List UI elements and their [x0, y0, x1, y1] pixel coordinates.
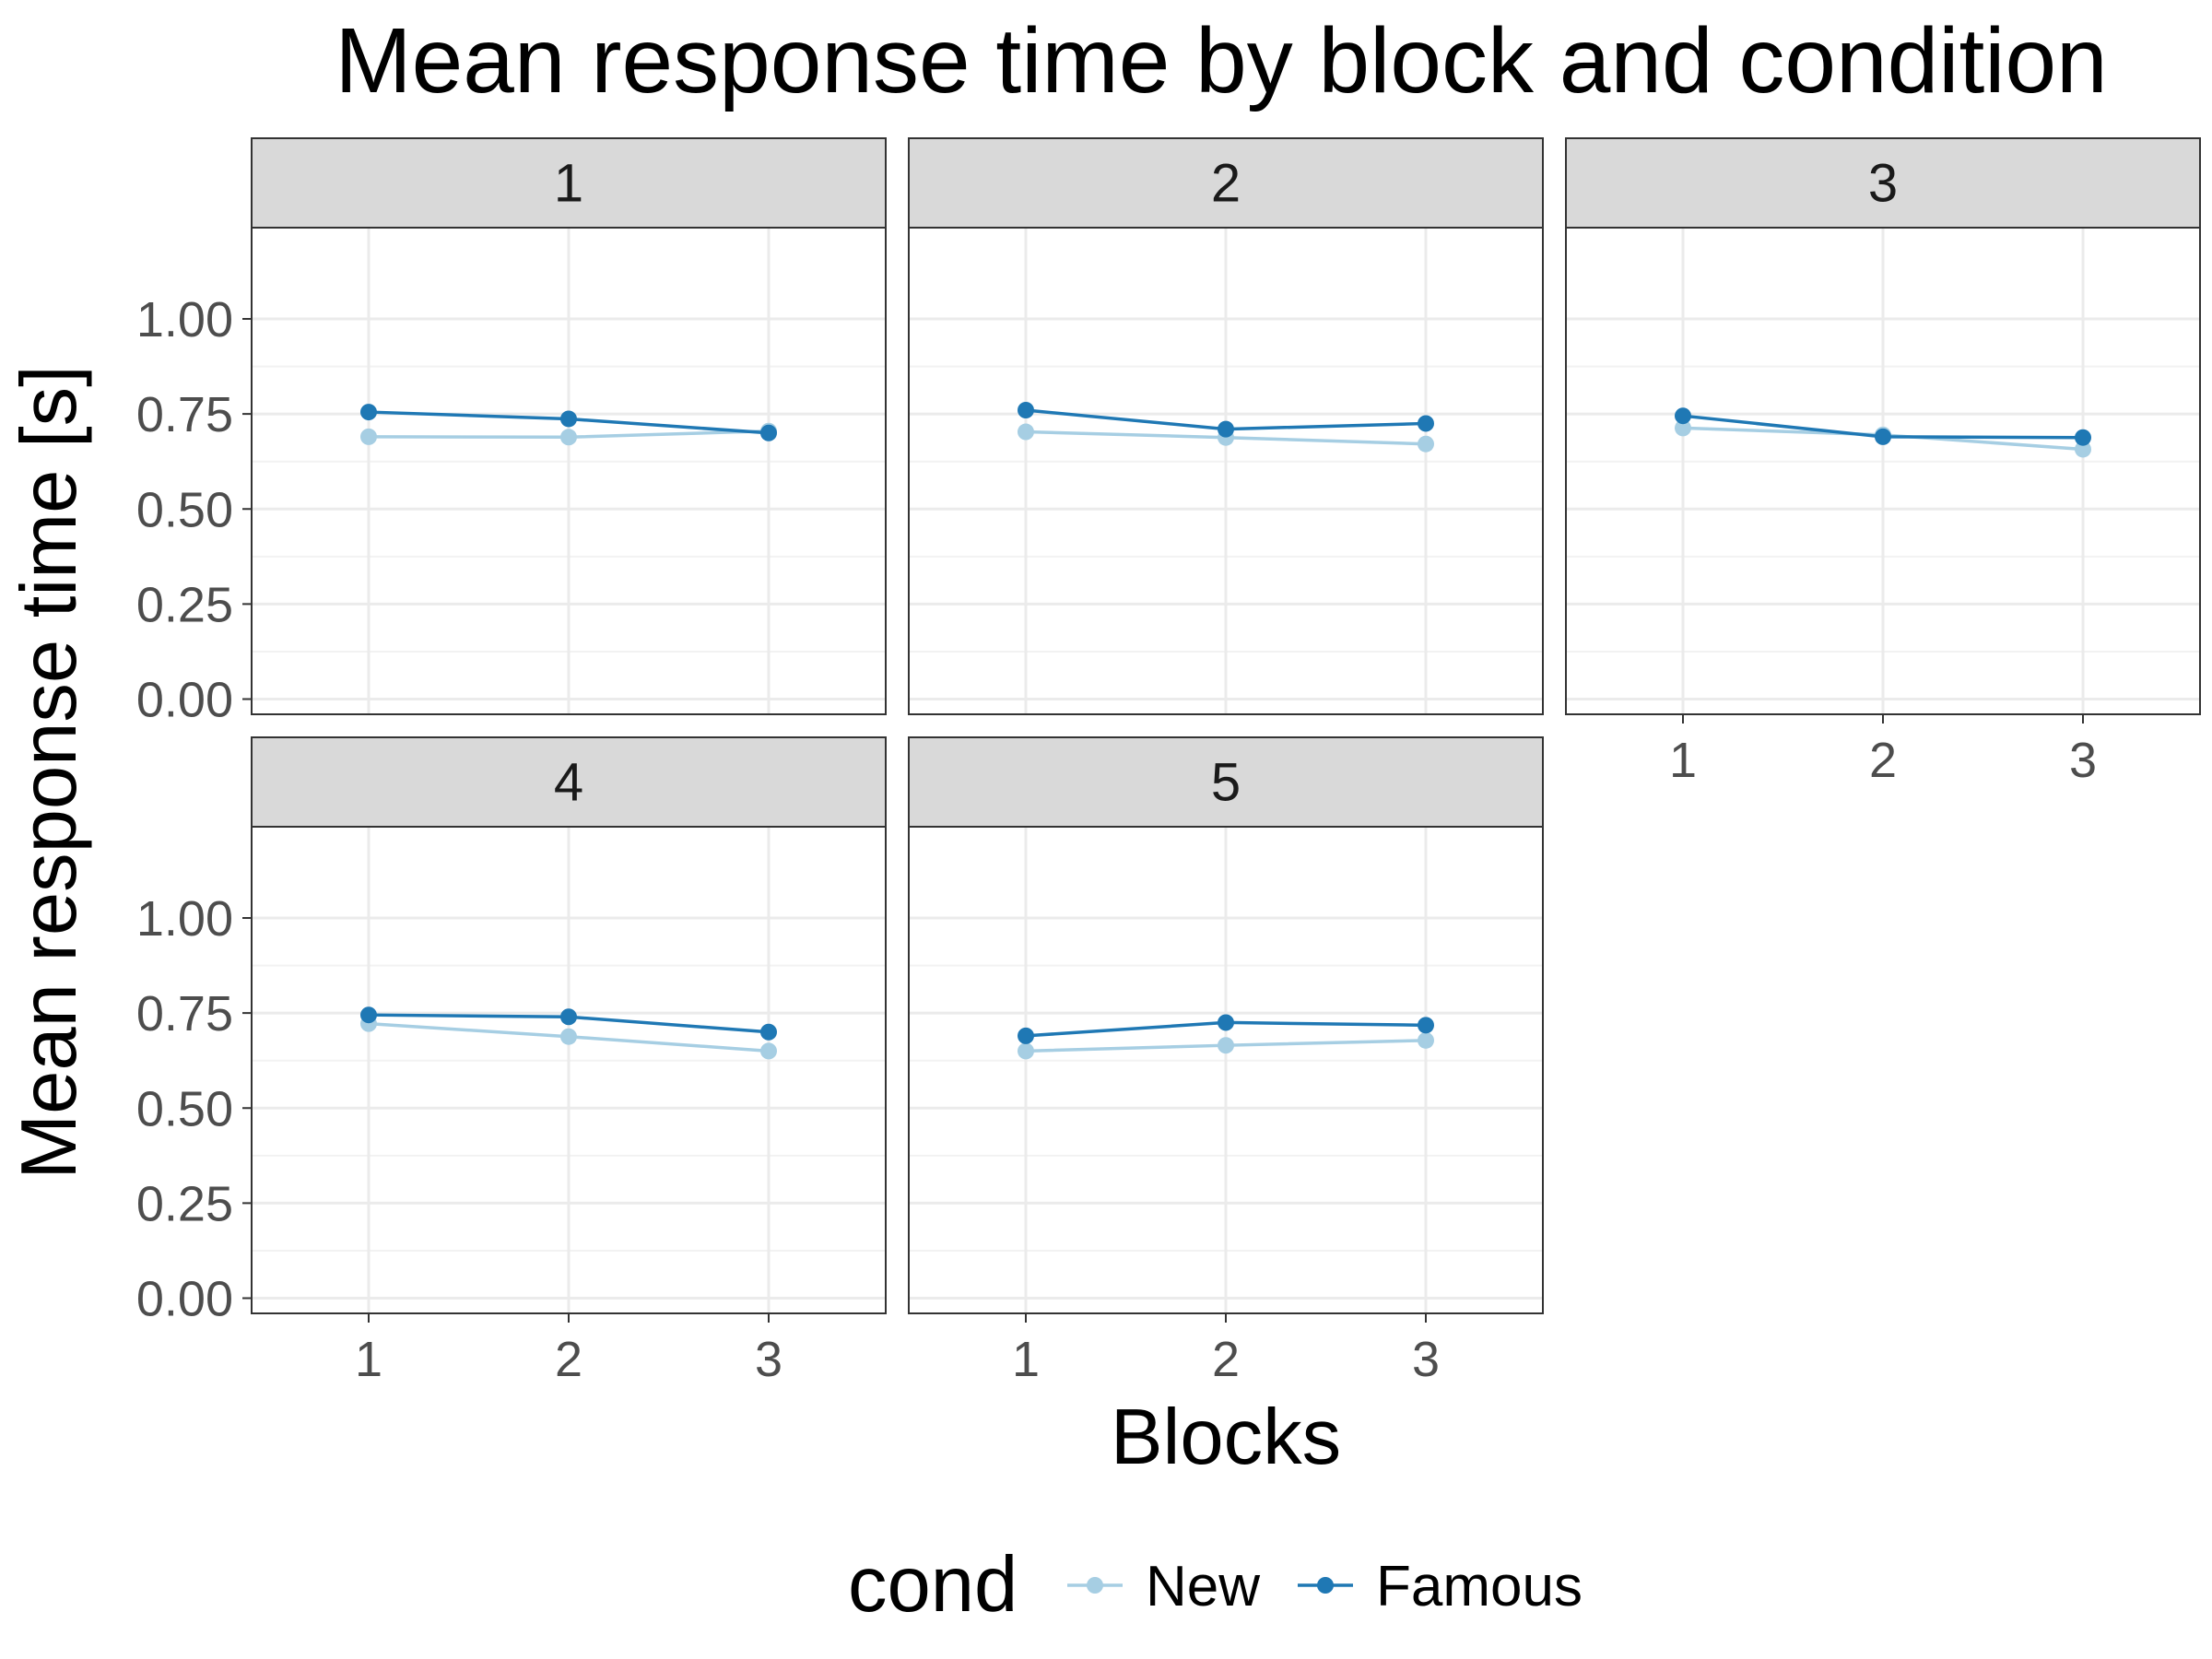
facet-panel-2: 2 [908, 137, 1544, 715]
facet-strip-label: 4 [554, 753, 583, 813]
chart-title: Mean response time by block and conditio… [335, 9, 2107, 112]
facet-strip-label: 1 [554, 154, 583, 214]
y-tick-label: 0.50 [136, 1081, 233, 1136]
y-tick-label: 1.00 [136, 891, 233, 947]
data-point-famous [360, 404, 377, 421]
legend-entry-famous: Famous [1298, 1555, 1583, 1618]
y-tick-label: 0.75 [136, 387, 233, 442]
data-point-new [760, 1042, 777, 1060]
data-point-famous [560, 410, 577, 428]
facet-strip [908, 137, 1544, 229]
x-tick-label: 2 [555, 1332, 582, 1387]
facet-panel-1: 1 0.00 0.25 0.50 0.75 1.00 [136, 137, 887, 728]
y-tick-label: 1.00 [136, 292, 233, 347]
x-tick-label: 3 [755, 1332, 782, 1387]
x-tick-label: 1 [1012, 1332, 1040, 1387]
x-tick-label: 2 [1212, 1332, 1240, 1387]
data-point-new [560, 429, 577, 446]
data-point-famous [360, 1006, 377, 1024]
data-point-new [360, 428, 377, 445]
legend-entry-new: New [1067, 1555, 1260, 1618]
y-tick-label: 0.00 [136, 673, 233, 728]
data-point-famous [1418, 1017, 1434, 1034]
data-point-new [1418, 1031, 1434, 1049]
data-point-famous [1018, 402, 1034, 418]
facet-strip [908, 736, 1544, 828]
data-point-famous [760, 424, 777, 441]
data-point-new [1418, 435, 1434, 453]
facet-panel-4: 4 0.00 0.25 0.50 0.75 1.00 1 2 3 [136, 736, 887, 1387]
legend-label: New [1146, 1555, 1260, 1618]
y-tick-label: 0.25 [136, 577, 233, 632]
x-tick-label: 1 [1669, 733, 1697, 788]
facet-strip [1565, 137, 2201, 229]
data-point-famous [1875, 428, 1891, 445]
facet-panels: 1 0.00 0.25 0.50 0.75 1.00 2 3 1 2 3 4 0.00 0.25 0.50 0… [136, 137, 2201, 1387]
y-tick-label: 0.75 [136, 986, 233, 1041]
facet-strip-label: 2 [1211, 154, 1241, 214]
facet-strip-label: 3 [1868, 154, 1898, 214]
data-point-new [560, 1028, 577, 1045]
data-point-new [1675, 419, 1691, 437]
y-tick-label: 0.00 [136, 1272, 233, 1327]
data-point-famous [1675, 407, 1691, 425]
data-point-famous [760, 1023, 777, 1041]
data-point-famous [560, 1008, 577, 1026]
facet-strip [251, 137, 887, 229]
data-point-famous [1418, 415, 1434, 432]
x-tick-label: 3 [1412, 1332, 1440, 1387]
data-point-famous [2075, 429, 2091, 446]
data-point-new [2075, 441, 2091, 458]
legend-label: Famous [1376, 1555, 1583, 1618]
y-tick-label: 0.25 [136, 1176, 233, 1231]
legend-title: cond [848, 1541, 1018, 1629]
x-axis-title: Blocks [1111, 1394, 1341, 1481]
x-tick-label: 1 [355, 1332, 382, 1387]
legend: cond New Famous [848, 1541, 1583, 1629]
data-point-new [1018, 1042, 1034, 1060]
facet-panel-3: 3 1 2 3 [1565, 137, 2201, 788]
data-point-new [1218, 1037, 1234, 1054]
data-point-famous [1218, 1014, 1234, 1031]
facet-strip [251, 736, 887, 828]
data-point-famous [1218, 420, 1234, 438]
data-point-famous [1018, 1027, 1034, 1044]
legend-key-point [1317, 1577, 1334, 1594]
facet-strip-label: 5 [1211, 753, 1241, 813]
x-tick-label: 3 [2069, 733, 2097, 788]
x-tick-label: 2 [1869, 733, 1897, 788]
y-tick-label: 0.50 [136, 482, 233, 537]
legend-key-point [1087, 1577, 1103, 1594]
facet-panel-5: 5 1 2 3 [908, 736, 1544, 1387]
data-point-new [1018, 423, 1034, 441]
y-axis-title: Mean response time [s] [6, 365, 93, 1179]
